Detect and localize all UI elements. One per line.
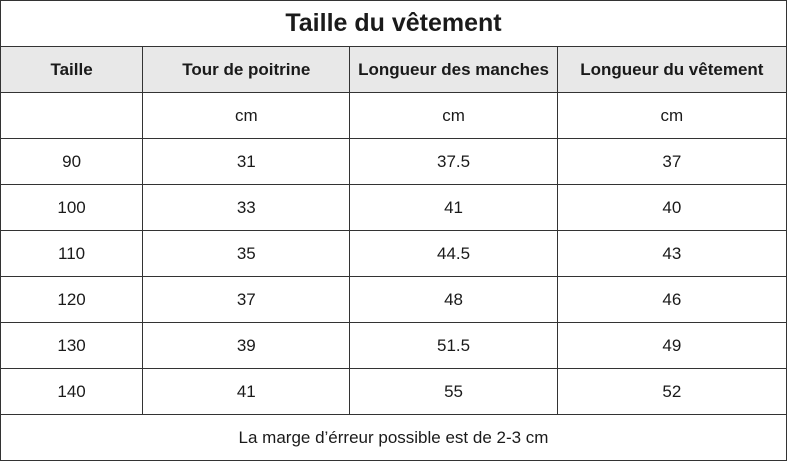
chest-cell: 31: [142, 138, 351, 185]
unit-cell: cm: [142, 92, 351, 139]
table-title: Taille du vêtement: [0, 0, 787, 47]
size-cell: 90: [0, 138, 144, 185]
length-cell: 37: [556, 138, 788, 185]
length-cell: 46: [556, 276, 788, 323]
unit-row: cm cm cm: [0, 92, 788, 139]
sleeve-cell: 51.5: [349, 322, 558, 369]
header-taille: Taille: [0, 46, 144, 93]
header-tour-de-poitrine: Tour de poitrine: [142, 46, 351, 93]
table-row: 100 33 41 40: [0, 184, 788, 231]
table-row: 130 39 51.5 49: [0, 322, 788, 369]
length-cell: 40: [556, 184, 788, 231]
chest-cell: 33: [142, 184, 351, 231]
unit-cell: cm: [556, 92, 788, 139]
chest-cell: 37: [142, 276, 351, 323]
table-row: 140 41 55 52: [0, 368, 788, 415]
length-cell: 52: [556, 368, 788, 415]
title-row: Taille du vêtement: [0, 0, 787, 47]
table-row: 90 31 37.5 37: [0, 138, 788, 185]
size-cell: 140: [0, 368, 144, 415]
table-row: 120 37 48 46: [0, 276, 788, 323]
sleeve-cell: 37.5: [349, 138, 558, 185]
tolerance-note: La marge d’érreur possible est de 2-3 cm: [0, 414, 787, 461]
footer-row: La marge d’érreur possible est de 2-3 cm: [0, 414, 787, 461]
header-longueur-des-manches: Longueur des manches: [349, 46, 558, 93]
size-cell: 100: [0, 184, 144, 231]
chest-cell: 41: [142, 368, 351, 415]
size-cell: 130: [0, 322, 144, 369]
length-cell: 43: [556, 230, 788, 277]
sleeve-cell: 44.5: [349, 230, 558, 277]
chest-cell: 35: [142, 230, 351, 277]
size-cell: 110: [0, 230, 144, 277]
header-row: Taille Tour de poitrine Longueur des man…: [0, 46, 788, 93]
chest-cell: 39: [142, 322, 351, 369]
header-longueur-du-vetement: Longueur du vêtement: [556, 46, 788, 93]
unit-cell: cm: [349, 92, 558, 139]
unit-cell: [0, 92, 144, 139]
size-cell: 120: [0, 276, 144, 323]
sleeve-cell: 48: [349, 276, 558, 323]
sleeve-cell: 41: [349, 184, 558, 231]
length-cell: 49: [556, 322, 788, 369]
sleeve-cell: 55: [349, 368, 558, 415]
table-row: 110 35 44.5 43: [0, 230, 788, 277]
